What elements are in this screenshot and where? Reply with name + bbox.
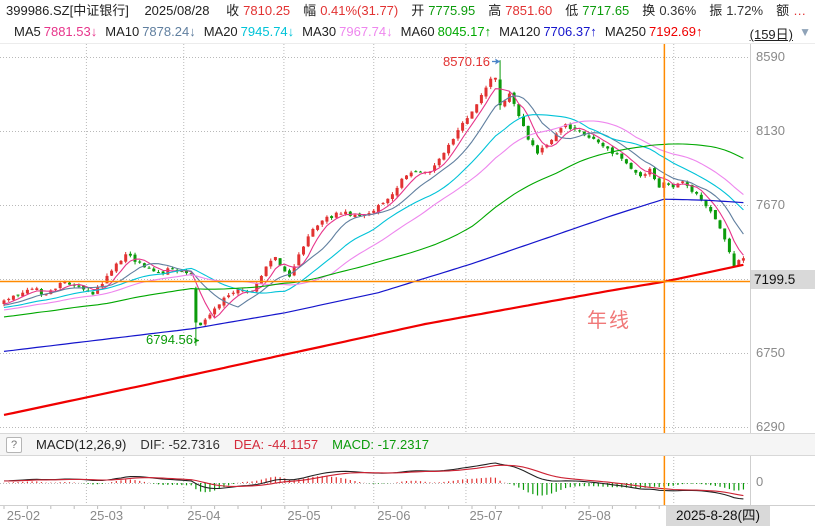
quote-field-value: 7851.60 xyxy=(505,3,553,18)
macd-macd-value: MACD: -17.2317 xyxy=(332,437,429,452)
macd-dea-value: DEA: -44.1157 xyxy=(233,437,319,452)
ma-values-bar: MA5 7881.53↓ MA10 7878.24↓ MA20 7945.74↓ MA30 7… xyxy=(0,22,815,44)
quote-field-value: 7775.95 xyxy=(428,3,476,18)
quote-field-value: 0.41%(31.77) xyxy=(320,3,399,18)
macd-pane xyxy=(3,462,745,500)
period-selector[interactable]: (159日) xyxy=(749,27,793,42)
quote-field-label: 额 xyxy=(776,3,790,18)
ma-label[interactable]: MA5 xyxy=(14,24,41,39)
macd-zero-label: 0 xyxy=(756,474,764,489)
ma-label[interactable]: MA60 xyxy=(400,24,435,39)
quote-field-label: 振 xyxy=(709,3,723,18)
quote-field-value: 7717.65 xyxy=(582,3,630,18)
gridlines-layer xyxy=(0,44,815,509)
ma-label[interactable]: MA10 xyxy=(105,24,140,39)
quote-date: 2025/08/28 xyxy=(144,3,210,18)
y-axis-label: 6290 xyxy=(756,419,785,434)
x-axis-label: 25-06 xyxy=(377,508,411,523)
x-axis-label: 25-02 xyxy=(6,508,41,523)
quote-field-value: 1.72% xyxy=(726,3,764,18)
quote-field-label: 换 xyxy=(642,3,656,18)
ma-value: 7881.53↓ xyxy=(43,24,98,39)
quote-field-label: 收 xyxy=(226,3,240,18)
ma-value: 7192.69↑ xyxy=(649,24,703,39)
ma-label[interactable]: MA250 xyxy=(604,24,647,39)
crosshair-price-label: 7199.5 xyxy=(751,270,815,289)
macd-title[interactable]: MACD(12,26,9) xyxy=(36,437,127,452)
ma-label[interactable]: MA20 xyxy=(203,24,238,39)
ma-value: 8045.17↑ xyxy=(437,24,492,39)
year-line-annotation: 年线 xyxy=(587,310,631,332)
x-axis-label: 25-04 xyxy=(187,508,221,523)
macd-header-bar: ? MACD(12,26,9) DIF: -52.7316 DEA: -44.1157… xyxy=(0,433,815,456)
quote-field-label: 低 xyxy=(565,3,579,18)
macd-dif-value: DIF: -52.7316 xyxy=(140,437,220,452)
ma-value: 7945.74↓ xyxy=(240,24,295,39)
quote-field-value: 7810.25 xyxy=(243,3,291,18)
quote-field-label: 幅 xyxy=(303,3,317,18)
x-axis-label: 25-03 xyxy=(89,508,124,523)
quote-field-value: 0.36% xyxy=(659,3,697,18)
x-axis-label: 25-08 xyxy=(577,508,611,523)
ma-lines-layer xyxy=(3,88,744,416)
x-axis-label: 25-05 xyxy=(287,508,321,523)
ma-value: 7706.37↑ xyxy=(543,24,597,39)
symbol-name[interactable]: 399986.SZ[中证银行] xyxy=(6,3,129,18)
y-axis-label: 6750 xyxy=(756,345,785,360)
y-axis-label: 7670 xyxy=(756,197,785,212)
period-low-annotation: 6794.56 xyxy=(146,332,193,347)
quote-field-label: 开 xyxy=(411,3,425,18)
period-high-annotation: 8570.16 xyxy=(443,54,490,69)
ma-label[interactable]: MA120 xyxy=(499,24,541,39)
quote-field-value: … xyxy=(793,3,807,18)
y-axis-label: 8130 xyxy=(756,123,785,138)
help-icon[interactable]: ? xyxy=(6,437,22,453)
ma-value: 7878.24↓ xyxy=(142,24,196,39)
crosshair-layer xyxy=(0,44,750,505)
chevron-down-icon[interactable]: ▼ xyxy=(799,25,811,39)
x-axis-label: 25-07 xyxy=(469,508,503,523)
quote-header-bar: 399986.SZ[中证银行] 2025/08/28 收 7810.25 幅 0.41… xyxy=(0,0,815,22)
annotation-arrows xyxy=(193,58,501,344)
ma-value: 7967.74↓ xyxy=(339,24,393,39)
crosshair-date-label: 2025-8-28(四) xyxy=(666,506,770,526)
quote-field-label: 高 xyxy=(488,3,502,18)
y-axis-label: 8590 xyxy=(756,49,785,64)
ma-label[interactable]: MA30 xyxy=(302,24,337,39)
